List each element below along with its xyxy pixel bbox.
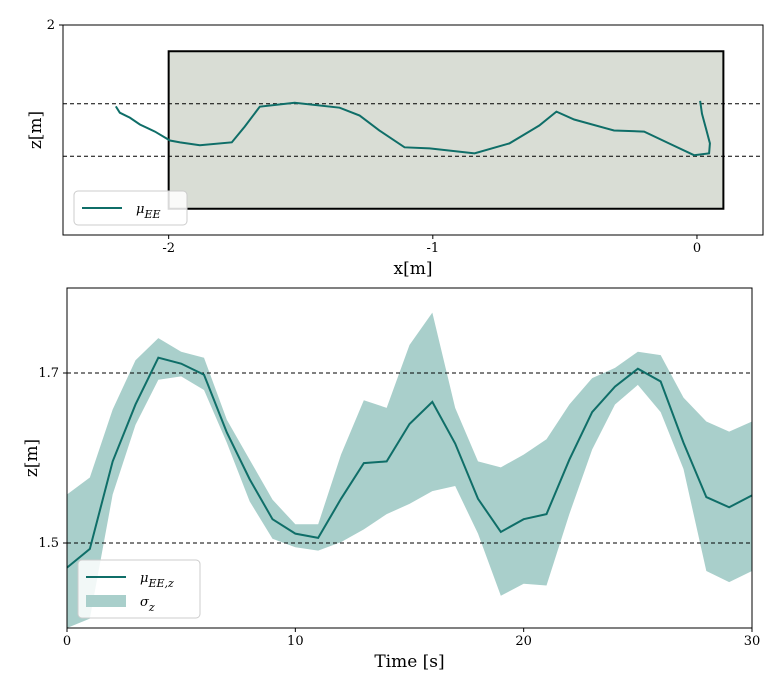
y-tick-label: 2 <box>47 18 55 33</box>
legend-box <box>73 190 188 226</box>
axes-frame <box>66 287 753 629</box>
plot-area <box>67 312 752 628</box>
x-tick-label: 10 <box>287 634 304 649</box>
x-tick-label: -2 <box>162 241 175 256</box>
x-tick-label: 30 <box>744 634 761 649</box>
y-axis-label: z[m] <box>26 111 46 149</box>
legend-swatch <box>86 595 126 607</box>
legend-label: μEE <box>136 202 161 221</box>
x-axis-label: Time [s] <box>374 652 444 672</box>
y-tick-label: 1.5 <box>38 536 59 551</box>
chart: 0 10 20 30 1.5 1.7 Time [s] z[m] μEE,z σz <box>22 287 761 672</box>
legend-box <box>77 559 201 619</box>
x-tick-label: 0 <box>63 634 71 649</box>
chart: -2 -1 0 2 x[m] z[m] μEE <box>26 18 764 279</box>
std-band <box>67 312 752 628</box>
y-tick-label: 1.7 <box>38 366 59 381</box>
axes-frame <box>62 24 764 236</box>
x-axis-label: x[m] <box>394 259 433 279</box>
legend-label: μEE,z <box>140 571 174 590</box>
mean-line <box>114 100 711 157</box>
y-axis-label: z[m] <box>22 439 42 477</box>
x-tick-label: 20 <box>515 634 532 649</box>
mean-line <box>67 356 752 569</box>
x-tick-label: 0 <box>693 241 701 256</box>
plot-area <box>63 50 763 210</box>
legend-label: σz <box>140 595 155 614</box>
workspace-box <box>167 50 725 210</box>
x-tick-label: -1 <box>426 241 439 256</box>
